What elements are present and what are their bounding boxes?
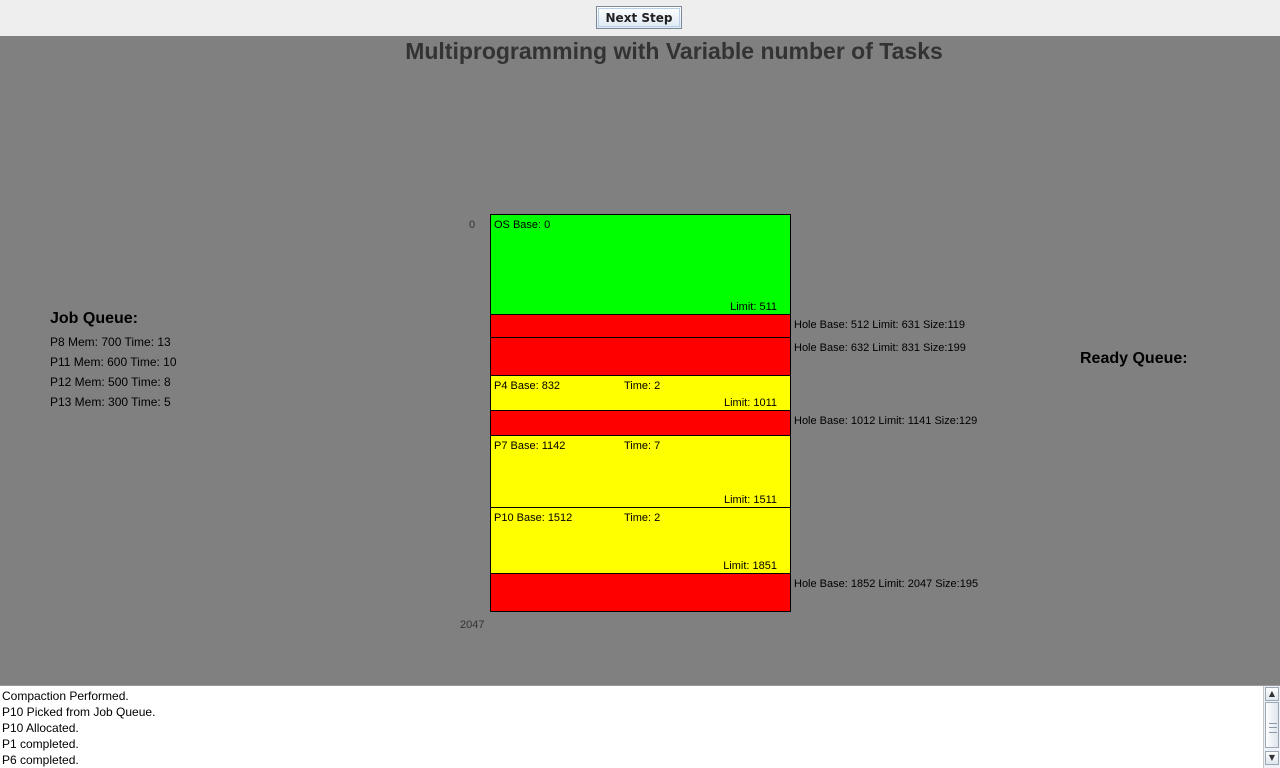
memory-start-address: 0 — [469, 219, 476, 231]
block-limit-label: Limit: 511 — [730, 301, 777, 313]
log-line: P6 completed. — [2, 753, 79, 767]
scrollbar-thumb[interactable] — [1265, 702, 1279, 748]
job-queue-item: P12 Mem: 500 Time: 8 — [50, 375, 171, 389]
job-queue-list: P8 Mem: 700 Time: 13 P11 Mem: 600 Time: … — [50, 332, 177, 412]
memory-end-address: 2047 — [460, 619, 485, 631]
job-queue-item: P8 Mem: 700 Time: 13 — [50, 335, 171, 349]
page-title: Multiprogramming with Variable number of… — [405, 38, 943, 64]
log-scrollbar[interactable]: ▲ ▼ — [1263, 686, 1280, 768]
log-line: P10 Allocated. — [2, 721, 79, 735]
job-queue-item: P11 Mem: 600 Time: 10 — [50, 355, 177, 369]
next-step-button[interactable]: Next Step — [596, 6, 682, 29]
block-time-label: Time: 2 — [624, 512, 661, 524]
memory-block-hole — [490, 573, 791, 612]
block-time-label: Time: 2 — [624, 380, 661, 392]
memory-block-hole — [490, 337, 791, 376]
hole-info-label: Hole Base: 512 Limit: 631 Size:119 — [794, 319, 966, 331]
block-base-label: OS Base: 0 — [494, 219, 551, 231]
hole-info-label: Hole Base: 1852 Limit: 2047 Size:195 — [794, 578, 979, 590]
event-log[interactable]: Compaction Performed. P10 Picked from Jo… — [0, 685, 1280, 768]
block-limit-label: Limit: 1011 — [724, 397, 777, 409]
memory-block-hole — [490, 410, 791, 436]
log-line: P1 completed. — [2, 737, 79, 751]
event-log-lines: Compaction Performed. P10 Picked from Jo… — [2, 688, 155, 768]
grip-icon — [1269, 723, 1277, 733]
toolbar: Next Step — [0, 0, 1280, 36]
block-time-label: Time: 7 — [624, 440, 661, 452]
job-queue-heading: Job Queue: — [50, 310, 139, 327]
memory-block-process: P7 Base: 1142 Time: 7 Limit: 1511 — [490, 435, 791, 508]
log-line: Compaction Performed. — [2, 689, 129, 703]
job-queue-item: P13 Mem: 300 Time: 5 — [50, 395, 171, 409]
memory-map: OS Base: 0 Limit: 511 P4 Base: 832 Time:… — [490, 214, 791, 612]
memory-block-process: P10 Base: 1512 Time: 2 Limit: 1851 — [490, 507, 791, 574]
block-base-label: P10 Base: 1512 — [494, 512, 573, 524]
block-limit-label: Limit: 1511 — [724, 494, 777, 506]
hole-info-label: Hole Base: 632 Limit: 831 Size:199 — [794, 342, 966, 354]
memory-block-hole — [490, 314, 791, 338]
scroll-up-icon[interactable]: ▲ — [1265, 687, 1279, 701]
block-base-label: P7 Base: 1142 — [494, 440, 566, 452]
block-base-label: P4 Base: 832 — [494, 380, 561, 392]
memory-block-os: OS Base: 0 Limit: 511 — [490, 214, 791, 315]
block-limit-label: Limit: 1851 — [723, 560, 777, 572]
memory-block-process: P4 Base: 832 Time: 2 Limit: 1011 — [490, 375, 791, 411]
log-line: P10 Picked from Job Queue. — [2, 705, 156, 719]
scroll-down-icon[interactable]: ▼ — [1265, 751, 1279, 765]
ready-queue-heading: Ready Queue: — [1080, 350, 1188, 367]
hole-info-label: Hole Base: 1012 Limit: 1141 Size:129 — [794, 415, 978, 427]
